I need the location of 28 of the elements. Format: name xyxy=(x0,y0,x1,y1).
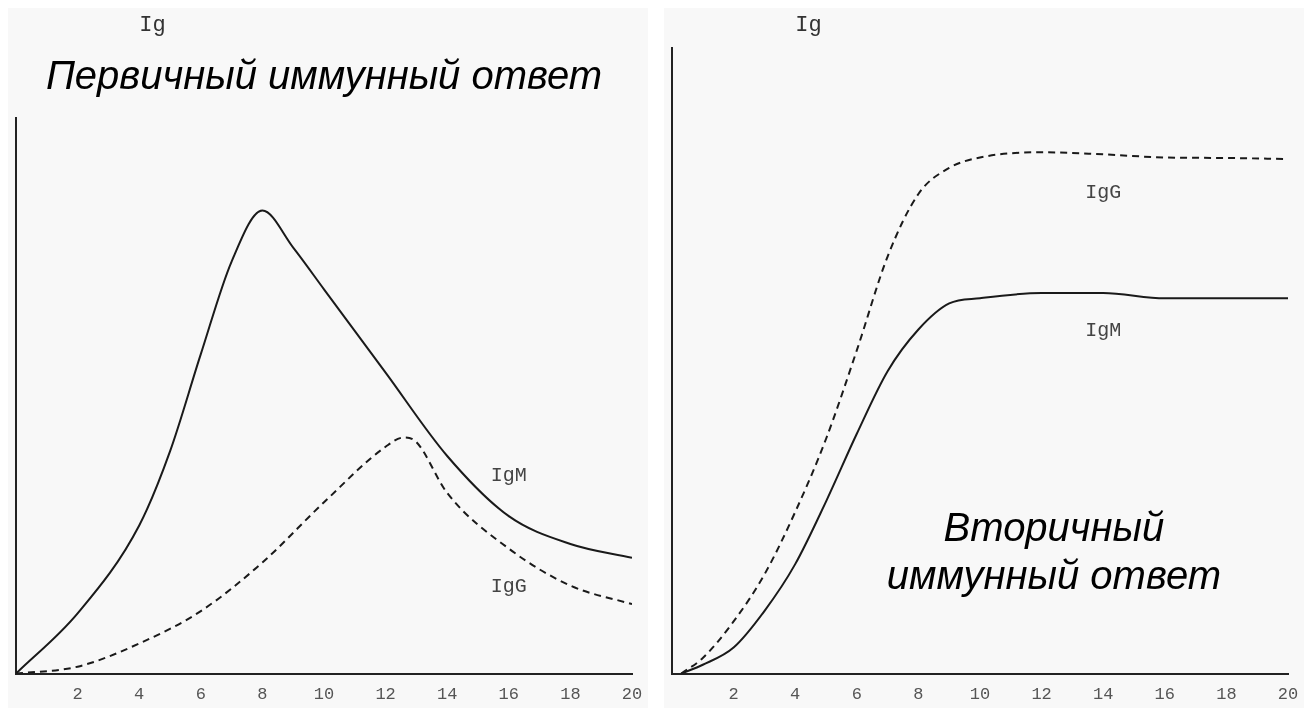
x-tick-label: 8 xyxy=(257,685,268,705)
x-tick-label: 14 xyxy=(1093,685,1114,705)
x-tick-label: 20 xyxy=(621,685,643,705)
x-tick-label: 6 xyxy=(851,685,862,705)
x-tick-label: 4 xyxy=(790,685,801,705)
x-tick-label: 10 xyxy=(969,685,991,705)
x-tick-label: 6 xyxy=(195,685,206,705)
x-tick-label: 2 xyxy=(728,685,739,705)
x-tick-label: 18 xyxy=(560,685,581,705)
series-label: IgM xyxy=(1085,319,1122,343)
x-tick-label: 16 xyxy=(1154,685,1175,705)
y-axis-title: Ig xyxy=(795,12,822,38)
x-tick-label: 4 xyxy=(134,685,145,705)
x-tick-label: 12 xyxy=(375,685,396,705)
x-tick-label: 20 xyxy=(1277,685,1299,705)
y-axis-title: Ig xyxy=(139,12,166,38)
x-tick-label: 10 xyxy=(313,685,335,705)
x-tick-label: 18 xyxy=(1216,685,1237,705)
x-tick-label: 2 xyxy=(72,685,83,705)
x-tick-label: 16 xyxy=(498,685,519,705)
text: Первичный иммунный ответ xyxy=(45,53,603,98)
x-tick-label: 8 xyxy=(913,685,924,705)
annotation: Вторичный иммунный ответ xyxy=(886,504,1221,597)
series-label: IgM xyxy=(490,464,527,488)
x-tick-label: 12 xyxy=(1031,685,1052,705)
x-tick-label: 14 xyxy=(437,685,458,705)
series-label: IgG xyxy=(490,574,527,598)
series-label: IgG xyxy=(1085,180,1122,204)
